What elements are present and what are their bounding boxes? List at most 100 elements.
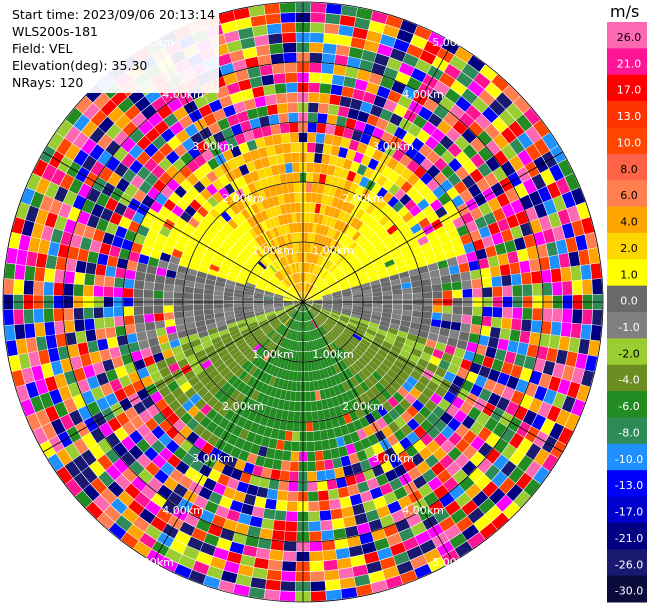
velocity-bin — [423, 40, 441, 56]
velocity-bin — [286, 511, 298, 522]
velocity-bin — [203, 309, 214, 315]
velocity-bin — [460, 271, 471, 281]
velocity-bin — [449, 532, 467, 549]
velocity-bin — [401, 381, 414, 393]
velocity-bin — [363, 40, 380, 53]
velocity-bin — [304, 252, 307, 263]
velocity-bin — [234, 459, 247, 472]
velocity-bin — [334, 351, 343, 362]
velocity-bin — [150, 200, 163, 213]
velocity-bin — [465, 371, 478, 384]
velocity-bin — [410, 370, 422, 381]
velocity-bin — [420, 419, 433, 432]
velocity-bin — [294, 284, 300, 293]
velocity-bin — [274, 144, 284, 155]
velocity-bin — [523, 355, 536, 370]
velocity-bin — [300, 302, 303, 312]
velocity-bin — [16, 384, 30, 402]
velocity-bin — [262, 338, 271, 348]
velocity-bin — [521, 319, 532, 332]
velocity-bin — [285, 203, 292, 214]
velocity-bin — [279, 2, 296, 13]
velocity-bin — [294, 341, 298, 351]
velocity-bin — [332, 328, 341, 336]
velocity-bin — [97, 338, 109, 351]
velocity-bin — [303, 292, 306, 302]
velocity-bin — [353, 247, 364, 257]
colorbar-swatch — [607, 443, 647, 471]
velocity-bin — [406, 375, 418, 387]
velocity-bin — [8, 232, 21, 249]
velocity-bin — [307, 242, 311, 253]
velocity-bin — [208, 469, 222, 482]
velocity-bin — [307, 232, 312, 243]
velocity-bin — [506, 484, 523, 501]
velocity-bin — [173, 305, 184, 312]
velocity-bin — [461, 499, 478, 516]
velocity-bin — [96, 372, 109, 386]
velocity-bin — [337, 210, 346, 221]
velocity-bin — [184, 387, 197, 399]
velocity-bin — [69, 178, 84, 195]
velocity-bin — [259, 415, 269, 426]
velocity-bin — [489, 327, 501, 339]
velocity-bin — [198, 486, 213, 500]
velocity-bin — [451, 313, 462, 323]
velocity-bin — [345, 443, 357, 455]
velocity-bin — [294, 232, 299, 243]
velocity-bin — [289, 122, 299, 133]
velocity-bin — [114, 388, 128, 402]
colorbar-swatch — [607, 496, 647, 524]
velocity-bin — [58, 385, 72, 402]
velocity-bin — [323, 357, 330, 368]
velocity-bin — [383, 491, 398, 505]
velocity-bin — [350, 398, 360, 410]
velocity-bin — [331, 518, 345, 530]
velocity-bin — [254, 290, 265, 295]
velocity-bin — [233, 293, 244, 298]
velocity-bin — [460, 233, 473, 246]
velocity-bin — [274, 295, 284, 299]
velocity-bin — [325, 579, 341, 591]
velocity-bin — [397, 265, 408, 274]
velocity-bin — [174, 406, 187, 419]
velocity-bin — [461, 211, 474, 225]
velocity-bin — [184, 123, 199, 138]
velocity-bin — [229, 500, 244, 513]
velocity-bin — [233, 7, 250, 20]
velocity-bin — [223, 222, 235, 234]
velocity-bin — [322, 449, 332, 460]
velocity-bin — [150, 371, 163, 383]
velocity-bin — [360, 338, 371, 347]
velocity-bin — [418, 217, 431, 229]
velocity-bin — [482, 235, 495, 248]
velocity-bin — [540, 418, 556, 436]
velocity-bin — [359, 132, 372, 145]
velocity-bin — [568, 251, 580, 267]
velocity-bin — [175, 271, 187, 280]
velocity-bin — [124, 406, 139, 421]
velocity-bin — [155, 192, 168, 206]
velocity-bin — [264, 589, 280, 601]
velocity-bin — [477, 130, 493, 146]
velocity-bin — [571, 220, 585, 237]
velocity-bin — [131, 476, 147, 492]
velocity-bin — [189, 504, 204, 518]
velocity-bin — [39, 392, 54, 409]
velocity-bin — [105, 123, 122, 140]
velocity-bin — [150, 391, 163, 404]
velocity-bin — [175, 129, 190, 144]
velocity-bin — [400, 410, 413, 424]
velocity-bin — [198, 330, 209, 339]
velocity-bin — [74, 319, 85, 332]
velocity-bin — [456, 71, 473, 88]
velocity-bin — [284, 294, 294, 299]
velocity-bin — [274, 83, 287, 94]
velocity-bin — [133, 516, 150, 533]
velocity-bin — [402, 250, 414, 260]
velocity-bin — [256, 44, 271, 57]
velocity-bin — [412, 115, 428, 129]
velocity-bin — [309, 531, 322, 542]
velocity-bin — [371, 314, 382, 321]
velocity-bin — [453, 347, 466, 359]
